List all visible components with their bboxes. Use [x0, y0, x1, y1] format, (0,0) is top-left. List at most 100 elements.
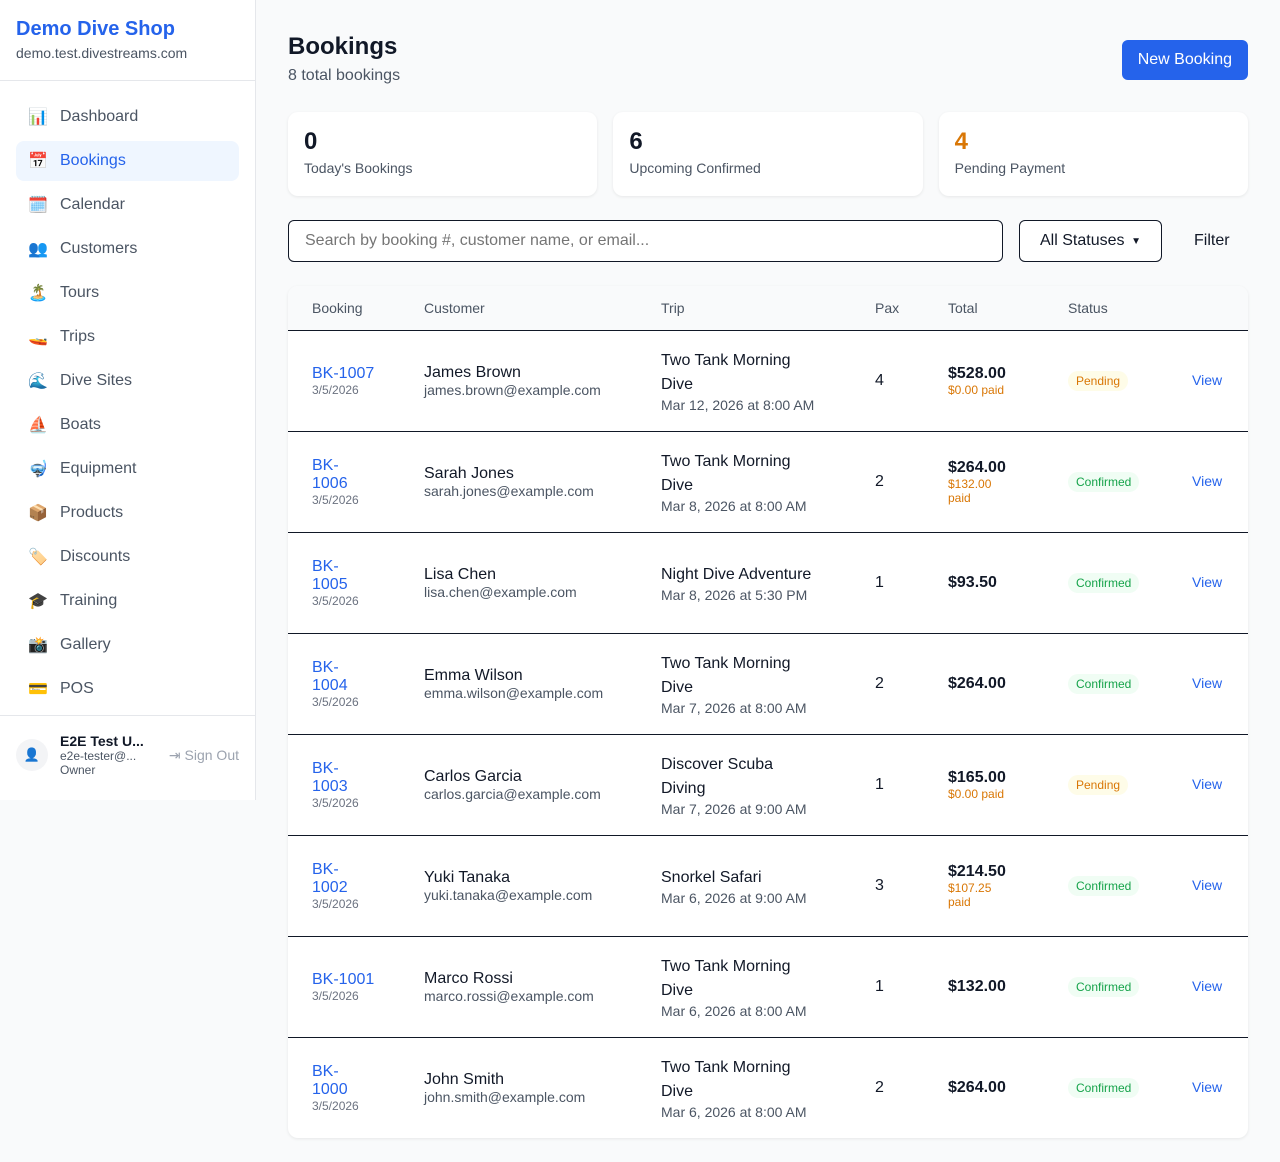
new-booking-button[interactable]: New Booking — [1121, 40, 1248, 80]
paid-amount: $0.00 paid — [948, 382, 1005, 397]
sidebar-item-products[interactable]: 📦 Products — [16, 493, 239, 533]
customer-email: lisa.chen@example.com — [424, 583, 577, 600]
pax: 3 — [851, 835, 924, 937]
booking-link[interactable]: BK-1002 — [312, 860, 348, 896]
customer-name: Carlos Garcia — [424, 767, 522, 785]
stat-card: 4 Pending Payment — [938, 112, 1248, 196]
status-select[interactable]: All Statuses ▼ — [1019, 220, 1162, 262]
sign-out-label: Sign Out — [184, 746, 239, 763]
booking-link[interactable]: BK-1001 — [312, 970, 375, 988]
sidebar-item-label: Dive Sites — [60, 372, 133, 389]
bookings-table: Booking Customer Trip Pax Total Status BK-100… — [288, 286, 1248, 1138]
sidebar-item-trips[interactable]: 🚤 Trips — [16, 317, 239, 357]
sidebar-item-boats[interactable]: ⛵ Boats — [16, 405, 239, 445]
sidebar-item-label: Tours — [60, 284, 100, 301]
column-header: Status — [1044, 286, 1168, 331]
trip-name: Two Tank Morning Dive — [661, 1058, 791, 1100]
calendar-icon: 🗓️ — [28, 197, 48, 214]
table-row: BK-1006 3/5/2026 Sarah Jones sarah.jones@e… — [288, 431, 1248, 533]
sidebar-item-label: Discounts — [60, 548, 131, 565]
customer-email: john.smith@example.com — [424, 1088, 586, 1105]
view-link[interactable]: View — [1192, 1078, 1223, 1095]
filter-button[interactable]: Filter — [1194, 232, 1230, 249]
booking-link[interactable]: BK-1005 — [312, 557, 348, 593]
trip-name: Discover Scuba Diving — [661, 755, 774, 797]
total: $264.00 — [948, 1078, 1006, 1096]
sidebar-item-discounts[interactable]: 🏷️ Discounts — [16, 537, 239, 577]
customer-name: Marco Rossi — [424, 969, 513, 987]
table-row: BK-1005 3/5/2026 Lisa Chen lisa.chen@examp… — [288, 532, 1248, 634]
view-link[interactable]: View — [1192, 977, 1223, 994]
training-icon: 🎓 — [28, 593, 48, 610]
trip-time: Mar 6, 2026 at 8:00 AM — [661, 1002, 807, 1019]
table-row: BK-1001 3/5/2026 Marco Rossi marco.rossi@e… — [288, 936, 1248, 1038]
customer-email: carlos.garcia@example.com — [424, 785, 601, 802]
booking-date: 3/5/2026 — [312, 795, 359, 810]
trip-time: Mar 7, 2026 at 8:00 AM — [661, 699, 807, 716]
dive-sites-icon: 🌊 — [28, 373, 48, 390]
sidebar-item-label: Gallery — [60, 636, 111, 653]
booking-link[interactable]: BK-1006 — [312, 456, 348, 492]
pax: 1 — [851, 532, 924, 634]
booking-date: 3/5/2026 — [312, 382, 359, 397]
stat-value: 0 — [304, 128, 318, 155]
page-title: Bookings — [288, 33, 398, 60]
booking-link[interactable]: BK-1004 — [312, 658, 348, 694]
trip-time: Mar 12, 2026 at 8:00 AM — [661, 396, 815, 413]
booking-date: 3/5/2026 — [312, 896, 359, 911]
sidebar-item-calendar[interactable]: 🗓️ Calendar — [16, 185, 239, 225]
sidebar-item-label: Bookings — [60, 152, 126, 169]
sign-out-button[interactable]: ⇥ Sign Out — [169, 747, 239, 764]
stat-card: 6 Upcoming Confirmed — [613, 112, 923, 196]
customer-email: marco.rossi@example.com — [424, 987, 594, 1004]
status-badge: Confirmed — [1068, 976, 1140, 997]
view-link[interactable]: View — [1192, 371, 1223, 388]
trip-name: Two Tank Morning Dive — [661, 452, 791, 494]
total: $165.00 — [948, 768, 1006, 786]
search-input[interactable] — [288, 220, 1003, 262]
total: $132.00 — [948, 977, 1006, 995]
equipment-icon: 🤿 — [28, 461, 48, 478]
sidebar-item-gallery[interactable]: 📸 Gallery — [16, 625, 239, 665]
user-name: E2E Test U... — [60, 733, 144, 749]
sidebar-item-equipment[interactable]: 🤿 Equipment — [16, 449, 239, 489]
view-link[interactable]: View — [1192, 573, 1223, 590]
view-link[interactable]: View — [1192, 472, 1223, 489]
column-header: Booking — [288, 286, 400, 331]
view-link[interactable]: View — [1192, 876, 1223, 893]
sidebar-item-label: Products — [60, 504, 124, 521]
stat-label: Pending Payment — [954, 160, 1066, 176]
pax: 2 — [851, 633, 924, 735]
user-role: Owner — [60, 763, 96, 777]
booking-date: 3/5/2026 — [312, 492, 359, 507]
booking-link[interactable]: BK-1000 — [312, 1062, 348, 1098]
booking-link[interactable]: BK-1003 — [312, 759, 348, 795]
booking-link[interactable]: BK-1007 — [312, 364, 375, 382]
sidebar-item-tours[interactable]: 🏝️ Tours — [16, 273, 239, 313]
sidebar-item-training[interactable]: 🎓 Training — [16, 581, 239, 621]
view-link[interactable]: View — [1192, 775, 1223, 792]
customer-email: emma.wilson@example.com — [424, 684, 604, 701]
sidebar-item-customers[interactable]: 👥 Customers — [16, 229, 239, 269]
total: $93.50 — [948, 573, 997, 591]
status-badge: Pending — [1068, 774, 1129, 795]
stat-card: 0 Today's Bookings — [288, 112, 598, 196]
stat-value: 4 — [954, 128, 969, 155]
trips-icon: 🚤 — [28, 329, 48, 346]
user-avatar-icon: 👤 — [16, 739, 48, 771]
sidebar-item-bookings[interactable]: 📅 Bookings — [16, 141, 239, 181]
trip-time: Mar 6, 2026 at 9:00 AM — [661, 889, 807, 906]
sidebar-item-label: Boats — [60, 416, 101, 433]
pax: 2 — [875, 1078, 884, 1096]
sidebar-item-label: Equipment — [60, 460, 137, 477]
stat-value: 6 — [629, 128, 643, 155]
pax: 2 — [851, 431, 924, 533]
sidebar-item-dive-sites[interactable]: 🌊 Dive Sites — [16, 361, 239, 401]
view-link[interactable]: View — [1192, 674, 1223, 691]
table-row: BK-1004 3/5/2026 Emma Wilson emma.wilson@e… — [288, 633, 1248, 735]
shop-name[interactable]: Demo Dive Shop — [16, 18, 175, 40]
total: $264.00 — [948, 674, 1006, 692]
products-icon: 📦 — [28, 505, 48, 522]
sidebar-item-pos[interactable]: 💳 POS — [16, 669, 239, 709]
sidebar-item-dashboard[interactable]: 📊 Dashboard — [16, 97, 239, 137]
